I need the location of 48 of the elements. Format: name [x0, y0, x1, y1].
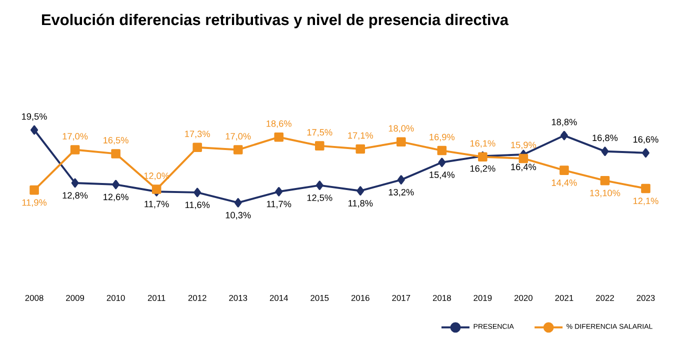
x-tick-label: 2020 — [514, 294, 532, 301]
chart-title: Evolución diferencias retributivas y nivel de presencia directiva — [42, 14, 509, 28]
x-tick-label: 2011 — [148, 294, 166, 301]
data-label: 15,9% — [511, 142, 536, 150]
data-label: 16,4% — [511, 164, 536, 172]
data-label: 13,10% — [590, 190, 620, 198]
data-label: 14,4% — [552, 180, 577, 187]
x-tick-label: 2014 — [270, 294, 288, 301]
data-label: 16,5% — [104, 136, 128, 145]
x-tick-label: 2010 — [106, 294, 125, 301]
x-tick-label: 2019 — [474, 294, 492, 301]
data-label: 16,2% — [470, 165, 496, 173]
data-label: 11,8% — [348, 200, 373, 208]
data-label: 12,8% — [62, 192, 88, 200]
data-label: 17,0% — [62, 133, 88, 141]
data-label: 11,7% — [144, 200, 169, 208]
x-tick-label: 2022 — [596, 294, 614, 301]
data-label: 16,1% — [470, 140, 496, 148]
data-label: 18,6% — [266, 120, 292, 128]
x-tick-label: 2013 — [229, 294, 248, 301]
data-label: 18,8% — [552, 118, 577, 126]
data-label: 18,0% — [388, 125, 414, 133]
data-label: 12,5% — [307, 194, 332, 202]
data-label: 19,5% — [22, 113, 47, 121]
data-label: 17,3% — [185, 130, 210, 138]
x-tick-label: 2018 — [432, 294, 451, 301]
x-tick-label: 2015 — [310, 294, 329, 301]
data-label: 12,6% — [104, 194, 128, 202]
data-label: 16,9% — [430, 134, 455, 142]
x-tick-label: 2016 — [351, 294, 370, 301]
x-tick-label: 2017 — [392, 294, 410, 301]
data-label: 16,8% — [592, 134, 618, 142]
x-tick-label: 2012 — [188, 294, 206, 301]
data-label: 11,6% — [185, 202, 210, 210]
x-tick-label: 2021 — [555, 294, 574, 301]
data-label: 12,1% — [633, 198, 658, 206]
data-label: 17,1% — [348, 132, 373, 140]
data-label: 17,0% — [226, 133, 251, 141]
data-label: 11,9% — [22, 199, 47, 207]
x-tick-label: 2023 — [636, 294, 655, 301]
data-label: 13,2% — [388, 188, 414, 197]
data-label: 10,3% — [226, 212, 251, 220]
x-tick-label: 2009 — [66, 294, 84, 301]
data-label: 17,5% — [307, 129, 332, 137]
data-label: 11,7% — [266, 200, 292, 208]
x-tick-label: 2008 — [25, 294, 44, 301]
data-label: 15,4% — [430, 172, 455, 180]
data-label: 16,6% — [633, 136, 658, 144]
